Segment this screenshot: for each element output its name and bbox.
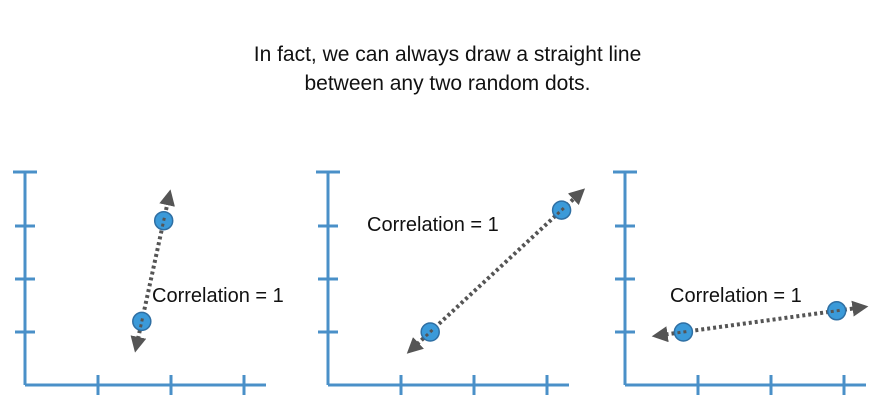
panel-2-dot-b [551, 200, 572, 220]
panel-3-dot-b [826, 301, 847, 321]
slide-subtitle: In fact, we can always draw a straight l… [0, 40, 895, 98]
panel-3: Correlation = 1 [613, 170, 869, 395]
panel-3-correlation-label: Correlation = 1 [670, 285, 802, 307]
panel-3-axes [613, 170, 866, 395]
panel-1-dot-b [153, 210, 174, 231]
panel-1-axes [13, 170, 266, 395]
panel-3-dot-a [673, 322, 694, 342]
subtitle-line-2: between any two random dots. [304, 72, 591, 95]
subtitle-line-1: In fact, we can always draw a straight l… [253, 43, 642, 66]
panel-3-trend-line [651, 300, 869, 343]
panel-2-dot-a [420, 322, 440, 342]
panel-2-axes [316, 170, 569, 395]
panel-2: Correlation = 1 [316, 170, 586, 395]
panel-1-dot-a [132, 311, 152, 332]
panel-1: Correlation = 1 [13, 170, 284, 395]
panel-2-correlation-label: Correlation = 1 [367, 214, 499, 236]
panel-1-correlation-label: Correlation = 1 [152, 285, 284, 307]
panel-2-trend-line [406, 188, 586, 354]
